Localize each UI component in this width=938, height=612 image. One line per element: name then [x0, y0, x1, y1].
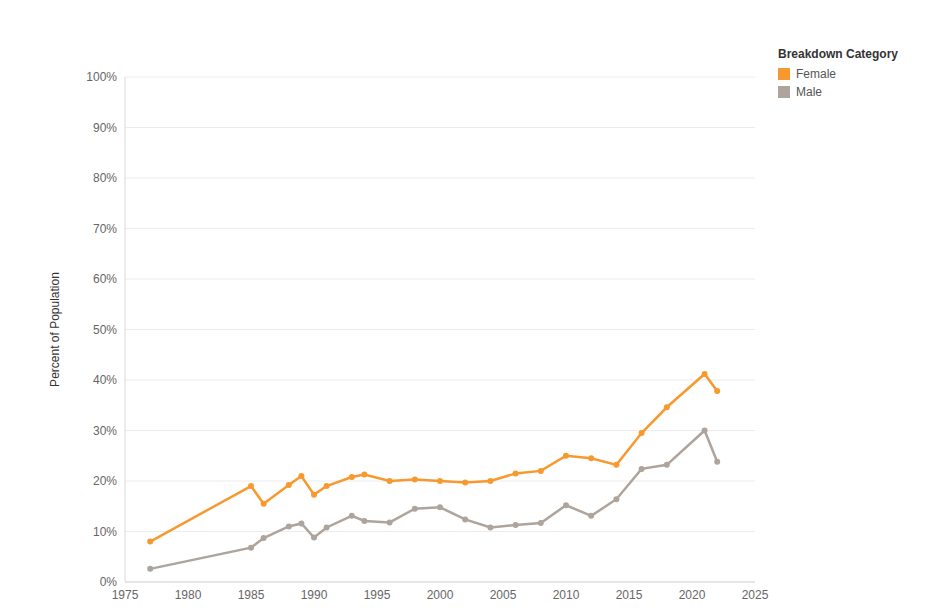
html-text:Male: Male — [796, 85, 822, 99]
svg-text:70%: 70% — [93, 222, 117, 236]
svg-text:60%: 60% — [93, 272, 117, 286]
svg-text:0%: 0% — [100, 575, 118, 589]
svg-text:1975: 1975 — [112, 588, 139, 602]
svg-text:2025: 2025 — [742, 588, 769, 602]
svg-text:2015: 2015 — [616, 588, 643, 602]
svg-text:20%: 20% — [93, 474, 117, 488]
html-text:Breakdown Category: Breakdown Category — [778, 47, 898, 61]
html-text:Female: Female — [796, 67, 836, 81]
svg-text:50%: 50% — [93, 323, 117, 337]
svg-text:30%: 30% — [93, 424, 117, 438]
svg-text:1990: 1990 — [301, 588, 328, 602]
svg-text:1995: 1995 — [364, 588, 391, 602]
svg-text:2020: 2020 — [679, 588, 706, 602]
svg-text:90%: 90% — [93, 121, 117, 135]
svg-text:2005: 2005 — [490, 588, 517, 602]
svg-text:80%: 80% — [93, 171, 117, 185]
svg-text:Percent of Population: Percent of Population — [48, 272, 62, 387]
svg-text:10%: 10% — [93, 525, 117, 539]
svg-text:100%: 100% — [86, 70, 117, 84]
svg-text:2000: 2000 — [427, 588, 454, 602]
svg-text:1980: 1980 — [175, 588, 202, 602]
svg-text:1985: 1985 — [238, 588, 265, 602]
svg-text:2010: 2010 — [553, 588, 580, 602]
svg-text:40%: 40% — [93, 373, 117, 387]
